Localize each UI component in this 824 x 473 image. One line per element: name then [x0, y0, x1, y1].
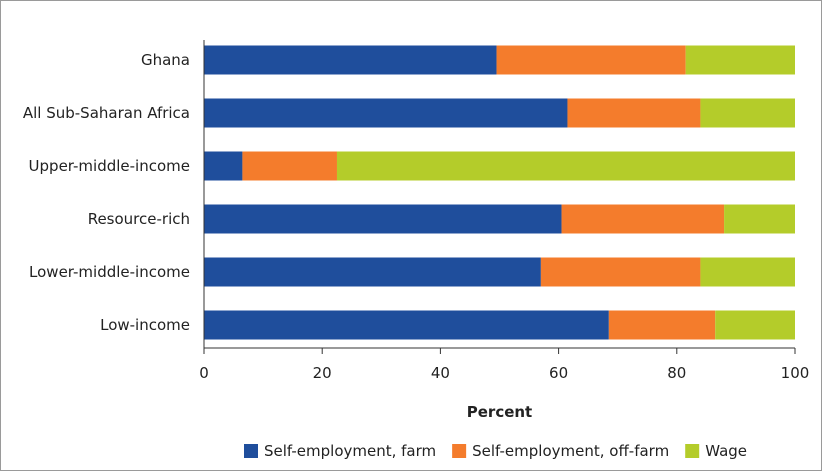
category-label: Resource-rich — [88, 210, 190, 228]
bar-segment-2-3 — [242, 151, 337, 181]
legend-label: Wage — [705, 442, 747, 460]
legend-swatch-2 — [452, 444, 467, 458]
x-tick-label: 40 — [431, 364, 450, 382]
bar-segment-2-4 — [561, 204, 725, 234]
category-label: All Sub-Saharan Africa — [23, 104, 190, 122]
bar-segment-3-5 — [700, 257, 795, 287]
category-labels: Ghana All Sub-Saharan Africa Upper-middle-… — [23, 51, 190, 334]
bar-segment-2-5 — [540, 257, 701, 287]
bar-segment-1-2 — [204, 98, 568, 128]
bar-segment-3-1 — [685, 45, 795, 75]
bar-segment-2-2 — [567, 98, 701, 128]
category-label: Upper-middle-income — [29, 157, 190, 175]
legend-swatch-3 — [685, 444, 700, 458]
bars-group — [204, 45, 795, 340]
bar-segment-3-3 — [336, 151, 795, 181]
x-axis: 0 20 40 60 80 100 — [199, 40, 809, 382]
category-label: Lower-middle-income — [29, 263, 190, 281]
x-tick-label: 100 — [781, 364, 810, 382]
bar-segment-1-6 — [204, 310, 609, 340]
bar-segment-3-2 — [700, 98, 795, 128]
category-label: Low-income — [100, 316, 190, 334]
bar-segment-1-5 — [204, 257, 541, 287]
x-tick-label: 80 — [667, 364, 686, 382]
category-label: Ghana — [141, 51, 190, 69]
bar-segment-1-4 — [204, 204, 562, 234]
x-tick-label: 20 — [313, 364, 332, 382]
bar-segment-3-6 — [715, 310, 795, 340]
x-tick-label: 0 — [199, 364, 209, 382]
x-tick-label: 60 — [549, 364, 568, 382]
bar-segment-1-3 — [204, 151, 243, 181]
legend-label: Self-employment, off-farm — [472, 442, 669, 460]
x-axis-title: Percent — [467, 403, 532, 421]
bar-segment-1-1 — [204, 45, 497, 75]
legend-swatch-1 — [244, 444, 258, 458]
bar-segment-2-1 — [496, 45, 686, 75]
legend: Self-employment, farm Self-employment, of… — [244, 442, 747, 460]
bar-segment-2-6 — [608, 310, 716, 340]
legend-label: Self-employment, farm — [264, 442, 436, 460]
bar-segment-3-4 — [724, 204, 795, 234]
